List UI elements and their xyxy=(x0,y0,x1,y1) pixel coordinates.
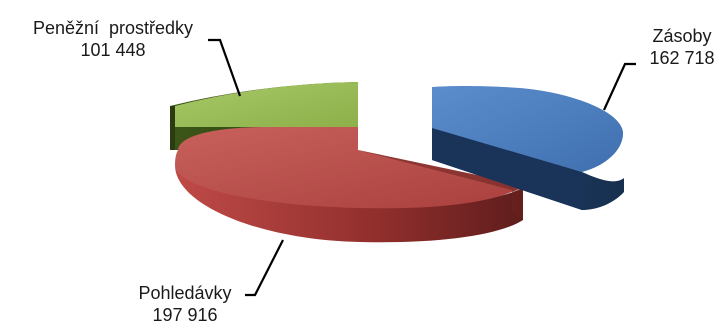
leader-line-penezni-prostredky xyxy=(208,38,242,97)
leader-line-zasoby xyxy=(602,62,636,111)
slice-label-pohledavky: Pohledávky xyxy=(138,283,231,303)
slice-value-penezni-prostredky: 101 448 xyxy=(80,40,145,60)
leader-line-pohledavky xyxy=(245,239,284,297)
slice-value-zasoby: 162 718 xyxy=(649,48,714,68)
pie-slice-zasoby xyxy=(432,86,624,210)
slice-label-penezni-prostredky: Peněžní prostředky xyxy=(33,18,193,38)
pie-slice-pohledavky xyxy=(175,127,525,243)
slice-value-pohledavky: 197 916 xyxy=(152,305,217,325)
slice-label-zasoby: Zásoby xyxy=(652,26,711,46)
